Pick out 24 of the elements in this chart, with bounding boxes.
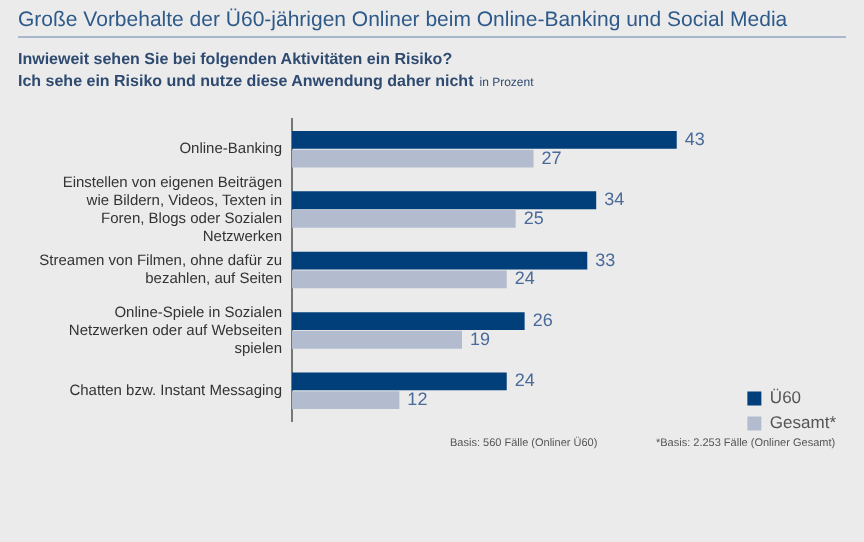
bar [292,391,400,410]
data-label: 24 [514,370,535,391]
data-label: 19 [470,328,491,349]
bar [292,372,507,391]
bar [292,130,677,149]
data-label: 34 [604,189,625,210]
data-label: 43 [684,128,705,149]
bar [292,270,507,289]
data-label: 33 [595,249,616,270]
bar [292,312,525,330]
bar [292,210,516,228]
chart-title: Große Vorbehalte der Ü60-jährigen Onliner beim Online-Banking und Social Media [18,8,846,38]
bar [292,330,462,349]
bar [292,149,534,168]
bar [292,251,588,270]
legend-label: Ü60 [769,387,802,408]
bar [292,191,597,210]
data-label: 26 [532,310,553,331]
data-label: 27 [541,147,562,168]
legend-label: Gesamt* [769,412,838,433]
data-label: 12 [407,389,428,410]
data-label: 24 [514,268,535,289]
chart-subtitle: Inwieweit sehen Sie bei folgenden Aktivitäten ein Risiko? Ich sehe ein Risiko und nutze diese Anwendung daher nicht [18,50,474,90]
data-label: 25 [523,207,544,228]
